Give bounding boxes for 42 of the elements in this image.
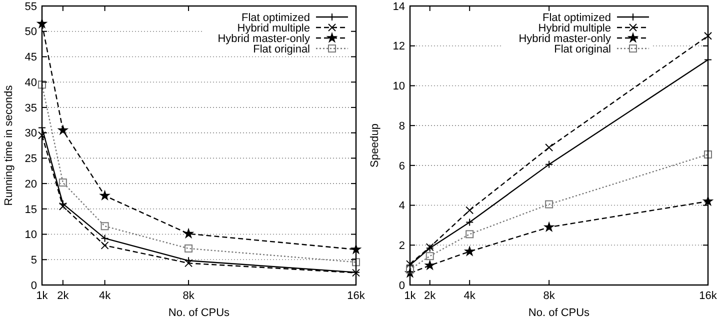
x-tick-label: 1k: [36, 290, 48, 302]
legend-label: Hybrid master-only: [218, 32, 310, 45]
legend-label: Flat optimized: [242, 12, 310, 24]
y-tick-label: 5: [30, 254, 37, 266]
legend-label: Flat original: [253, 43, 310, 56]
y-tick-label: 4: [398, 200, 405, 212]
x-tick-label: 1k: [404, 290, 416, 302]
y-tick-label: 45: [24, 52, 37, 64]
x-tick-label: 8k: [182, 290, 195, 302]
legend-label: Flat original: [554, 43, 611, 56]
x-tick-label: 4k: [464, 290, 476, 302]
y-tick-label: 6: [398, 160, 405, 172]
legend-label: Hybrid multiple: [538, 22, 611, 34]
y-tick-label: 2: [398, 240, 405, 252]
x-tick-label: 16k: [699, 290, 718, 302]
x-tick-label: 16k: [347, 290, 366, 302]
y-axis-title: Running time in seconds: [3, 84, 15, 206]
y-axis-title: Speedup: [369, 123, 381, 168]
y-tick-label: 50: [24, 26, 37, 38]
x-tick-label: 4k: [98, 290, 112, 302]
y-tick-label: 55: [24, 0, 37, 13]
y-tick-label: 25: [24, 153, 37, 166]
y-tick-label: 0: [398, 280, 405, 292]
y-tick-label: 8: [398, 120, 405, 132]
y-tick-label: 30: [24, 128, 37, 140]
legend-label: Hybrid multiple: [237, 22, 310, 34]
x-axis-title: No. of CPUs: [528, 307, 590, 319]
legend-label: Flat optimized: [542, 12, 611, 24]
x-tick-label: 2k: [57, 290, 70, 302]
y-tick-label: 15: [24, 204, 37, 216]
x-axis-title: No. of CPUs: [168, 307, 230, 319]
y-tick-label: 0: [30, 280, 37, 292]
y-tick-label: 20: [24, 178, 37, 190]
y-tick-label: 10: [392, 80, 405, 93]
y-tick-label: 14: [392, 0, 405, 13]
y-tick-label: 35: [24, 102, 37, 114]
x-tick-label: 8k: [543, 290, 556, 302]
y-tick-label: 12: [392, 40, 405, 53]
y-tick-label: 40: [24, 76, 37, 89]
x-tick-label: 2k: [424, 290, 436, 302]
legend-label: Hybrid master-only: [518, 32, 612, 45]
y-tick-label: 10: [24, 229, 37, 242]
